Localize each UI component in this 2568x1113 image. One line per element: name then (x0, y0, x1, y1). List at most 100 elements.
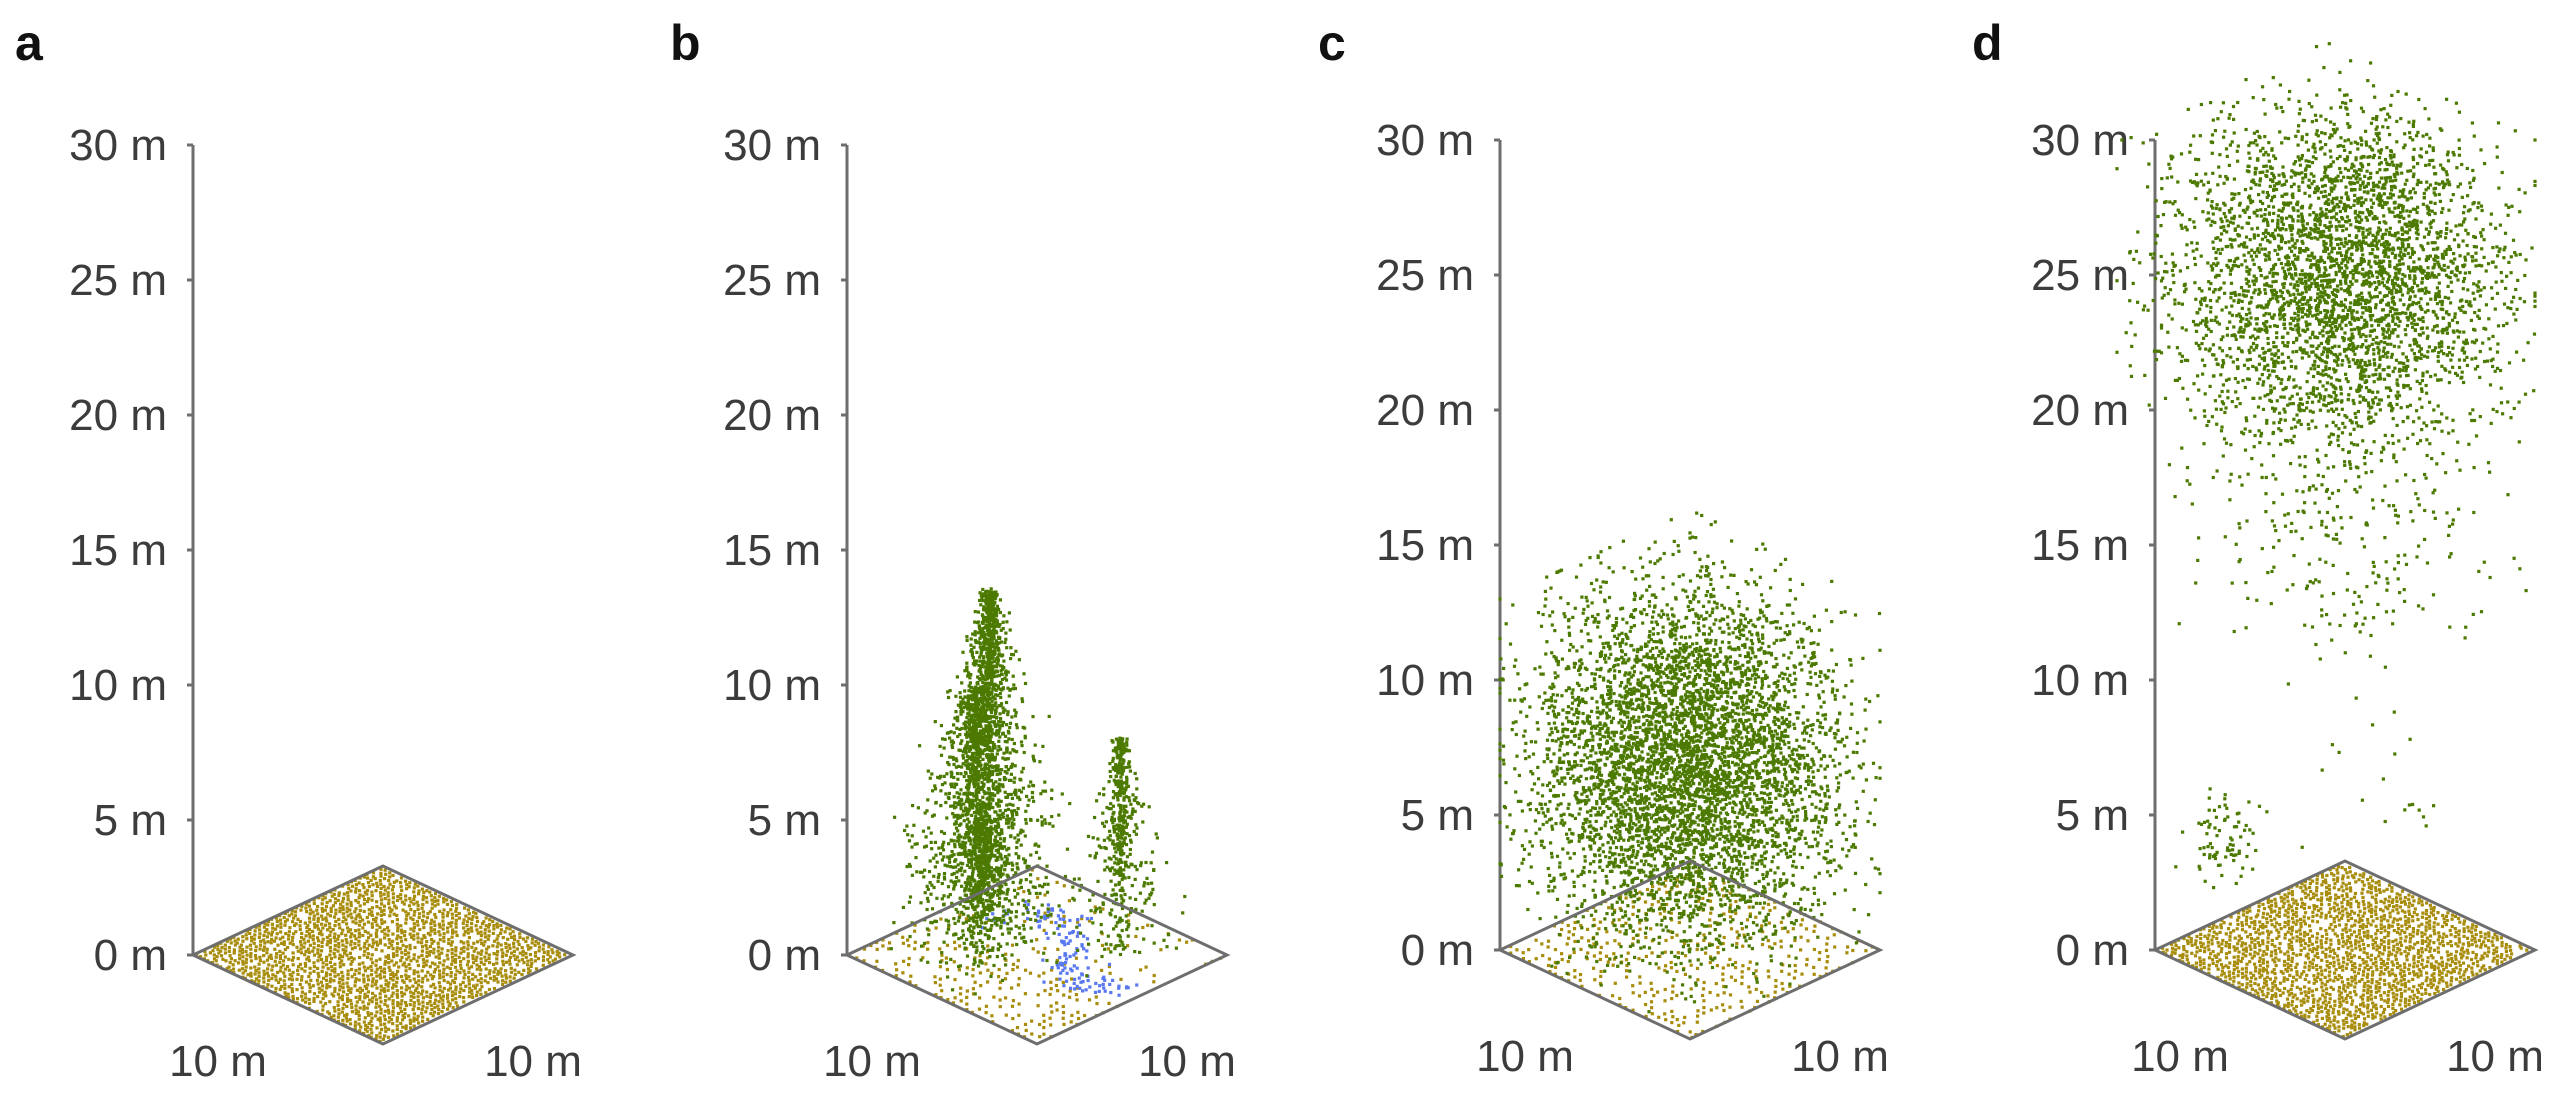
ground-point (282, 979, 286, 983)
ground-point (367, 908, 371, 912)
ground-point (341, 948, 345, 952)
ground-point (476, 978, 480, 983)
vegetation-point (973, 638, 977, 643)
ground-point (1177, 938, 1182, 942)
ground-point (424, 1010, 428, 1014)
ground-point (262, 933, 266, 938)
ground-point (405, 914, 409, 918)
vegetation-point (923, 891, 927, 895)
ground-point (399, 924, 403, 928)
vegetation-point (995, 866, 999, 870)
vegetation-point (1101, 821, 1105, 825)
vegetation-point (986, 628, 990, 632)
water-point (1078, 986, 1082, 990)
vegetation-point (1026, 803, 1030, 808)
vegetation-point (1118, 952, 1123, 957)
ground-point (412, 969, 416, 973)
ground-point (1076, 1010, 1080, 1014)
ground-point (353, 934, 357, 938)
vegetation-point (988, 899, 992, 903)
ground-point (475, 990, 479, 994)
vegetation-point (1101, 901, 1105, 905)
ground-point (492, 927, 496, 931)
ground-point (459, 987, 463, 991)
ground-point (333, 967, 337, 971)
vegetation-point (1022, 672, 1026, 676)
ground-point (451, 1006, 455, 1010)
x-axis-label: 10 m (169, 1037, 267, 1086)
ground-point (1100, 943, 1105, 947)
water-point (1058, 962, 1062, 966)
vegetation-point (982, 947, 986, 951)
ground-point (1074, 956, 1078, 960)
ground-point (482, 920, 486, 924)
ground-point (487, 953, 491, 957)
ground-point (400, 900, 404, 904)
vegetation-point (978, 598, 982, 603)
ground-point (404, 879, 408, 883)
vegetation-point (1008, 817, 1012, 821)
ground-point (420, 906, 424, 910)
vegetation-point (1118, 939, 1122, 943)
ground-point (283, 986, 287, 990)
ground-point (442, 908, 446, 912)
ground-point (367, 1033, 371, 1037)
vegetation-point (986, 731, 990, 735)
ground-point (291, 963, 295, 967)
ground-point (395, 937, 399, 941)
vegetation-point (1118, 827, 1122, 831)
ground-point (279, 930, 283, 934)
vegetation-point (993, 704, 997, 708)
vegetation-point (907, 900, 911, 904)
ground-point (520, 946, 524, 950)
vegetation-point (1041, 744, 1045, 748)
vegetation-point (974, 814, 978, 818)
ground-point (417, 912, 422, 916)
ground-point (304, 934, 308, 938)
ground-point (315, 924, 319, 928)
ground-point (362, 902, 366, 906)
ground-point (346, 997, 350, 1001)
ground-point (273, 959, 277, 963)
ground-point (471, 977, 475, 981)
vegetation-point (1010, 765, 1014, 769)
ground-point (263, 930, 267, 934)
ground-point (265, 935, 269, 939)
vegetation-point (1015, 846, 1019, 850)
ground-point (534, 967, 539, 971)
ground-point (349, 1022, 353, 1026)
ground-point (508, 927, 512, 931)
vegetation-point (1108, 834, 1112, 838)
ground-point (296, 917, 300, 921)
ground-point (383, 971, 387, 975)
ground-point (350, 967, 354, 972)
vegetation-point (1115, 780, 1119, 784)
vegetation-point (989, 587, 993, 591)
ground-point (391, 1022, 395, 1026)
ground-point (416, 904, 420, 908)
ground-point (440, 1010, 444, 1014)
ground-point (402, 980, 406, 984)
ground-point (274, 974, 278, 978)
ground-point (380, 949, 384, 953)
vegetation-point (968, 696, 973, 700)
vegetation-point (1121, 889, 1125, 893)
vegetation-point (1108, 769, 1112, 774)
ground-point (358, 994, 362, 998)
vegetation-point (990, 720, 994, 724)
ground-point (379, 965, 383, 970)
ground-point (272, 939, 277, 943)
ground-point (287, 933, 291, 938)
ground-point (326, 939, 330, 943)
ground-point (312, 922, 317, 926)
ground-point (308, 935, 312, 939)
ground-point (365, 915, 369, 920)
ground-point (447, 938, 451, 942)
ground-point (1004, 952, 1008, 956)
ground-point (334, 908, 338, 912)
vegetation-point (954, 880, 958, 884)
ground-point (283, 991, 287, 995)
vegetation-point (942, 840, 946, 844)
ground-point (337, 917, 341, 921)
ground-point (381, 1037, 385, 1041)
